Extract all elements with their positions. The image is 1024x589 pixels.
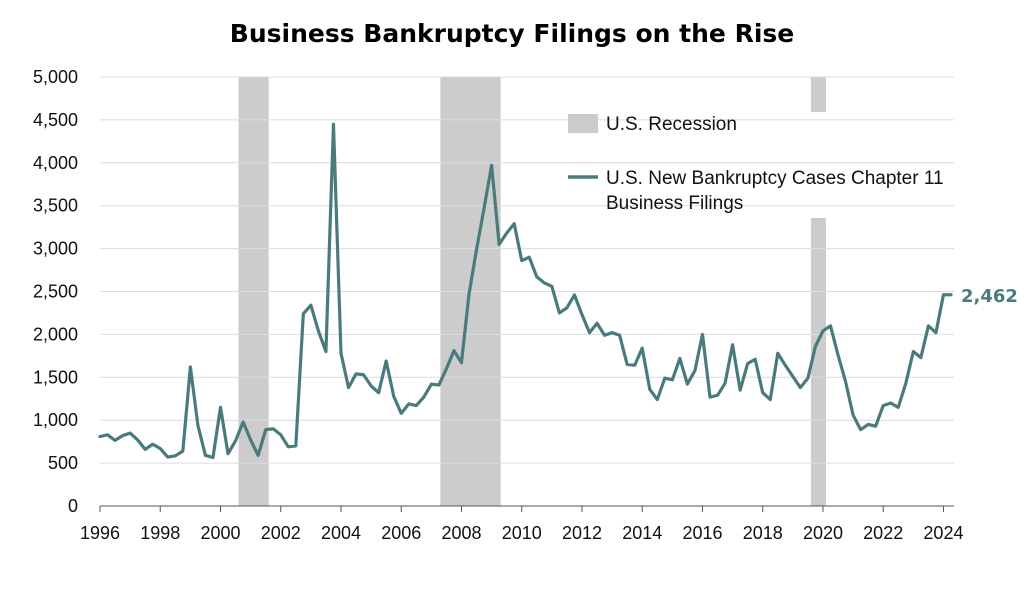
x-tick-label: 2018 (743, 523, 783, 543)
y-tick-label: 3,000 (33, 239, 78, 259)
x-tick-label: 2016 (682, 523, 722, 543)
y-tick-label: 0 (68, 496, 78, 516)
x-tick-label: 2022 (863, 523, 903, 543)
y-tick-label: 2,000 (33, 324, 78, 344)
recession-band-2-upper (810, 77, 826, 112)
x-tick-label: 2010 (502, 523, 542, 543)
x-tick-label: 1996 (80, 523, 120, 543)
x-tick-label: 2014 (622, 523, 662, 543)
y-tick-label: 4,000 (33, 153, 78, 173)
end-value-label: 2,462 (961, 286, 1018, 307)
legend-swatch-recession (568, 114, 598, 133)
y-tick-label: 1,500 (33, 367, 78, 387)
y-tick-label: 3,500 (33, 196, 78, 216)
x-tick-label: 2024 (923, 523, 963, 543)
x-tick-label: 2002 (261, 523, 301, 543)
x-tick-label: 2006 (381, 523, 421, 543)
y-tick-label: 500 (48, 453, 78, 473)
legend-label-series-line: Business Filings (606, 193, 743, 214)
x-tick-label: 2004 (321, 523, 361, 543)
x-tick-label: 2020 (803, 523, 843, 543)
legend-label-recession: U.S. Recession (606, 114, 737, 135)
x-tick-label: 1998 (140, 523, 180, 543)
legend-label-series-line: U.S. New Bankruptcy Cases Chapter 11 (606, 168, 944, 189)
y-tick-label: 2,500 (33, 282, 78, 302)
y-tick-label: 4,500 (33, 110, 78, 130)
y-tick-label: 1,000 (33, 410, 78, 430)
chart-title: Business Bankruptcy Filings on the Rise (230, 19, 794, 48)
x-tick-label: 2000 (200, 523, 240, 543)
recession-band-2-lower (810, 218, 826, 506)
y-tick-label: 5,000 (33, 67, 78, 87)
x-tick-label: 2008 (441, 523, 481, 543)
x-tick-label: 2012 (562, 523, 602, 543)
series-line-0 (98, 122, 953, 460)
